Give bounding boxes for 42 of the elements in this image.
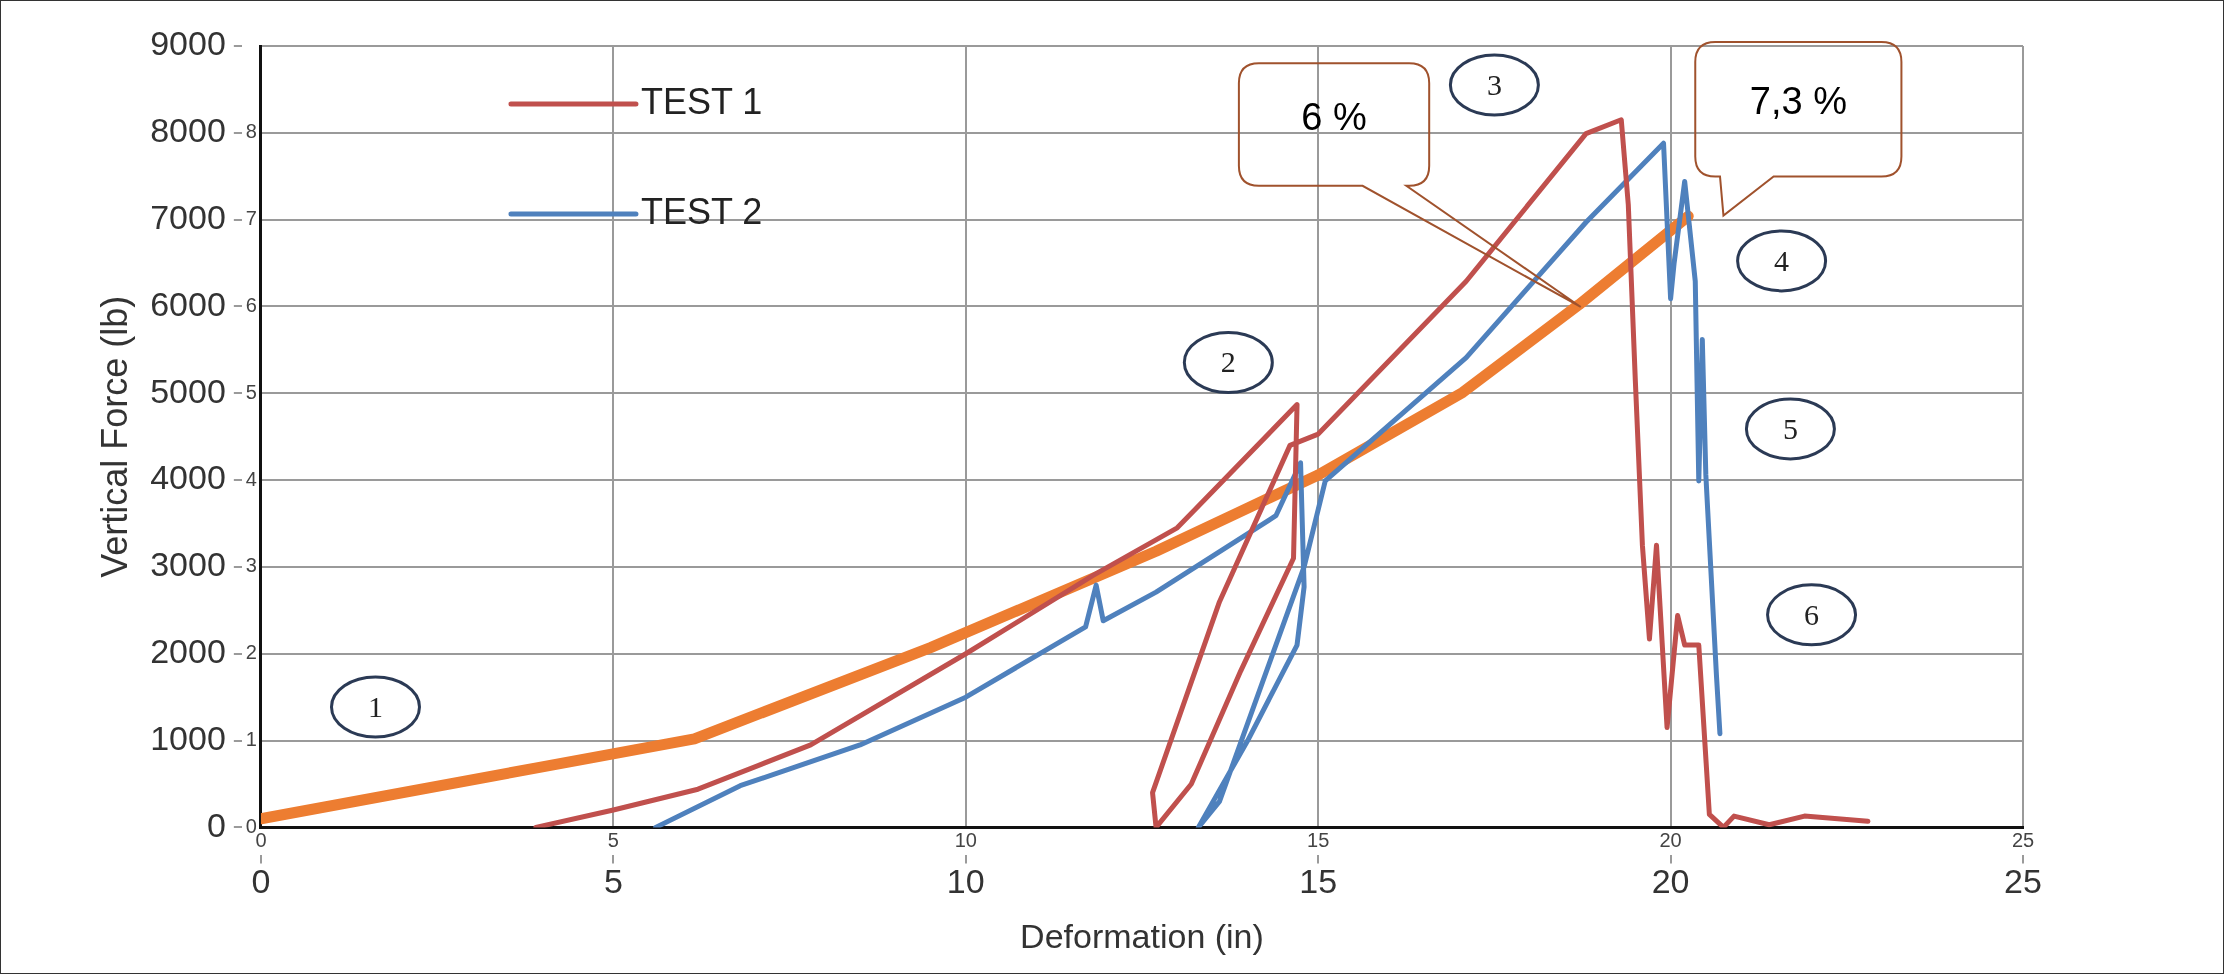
annotation: 7,3 % — [1749, 79, 1847, 123]
x2-tick-label: 0 — [251, 862, 271, 901]
x2-tick-label: 15 — [1299, 862, 1338, 901]
x-axis-title: Deformation (in) — [1020, 916, 1264, 955]
annotation: 4 — [1774, 243, 1790, 277]
annotation: 3 — [1486, 67, 1502, 101]
y2-tick-label: 8 — [245, 120, 257, 143]
y-tick-label: 8000 — [150, 111, 226, 150]
annotation: 6 — [1804, 597, 1820, 631]
x-tick-label: 20 — [1659, 828, 1682, 851]
x-tick-label: 15 — [1307, 828, 1330, 851]
x2-tick-label: 20 — [1651, 862, 1690, 901]
y2-tick-label: 6 — [245, 293, 257, 316]
x-tick-label: 5 — [607, 828, 619, 851]
y2-tick-label: 4 — [245, 467, 257, 490]
y-tick-label: 7000 — [150, 198, 226, 237]
y2-tick-label: 3 — [245, 554, 257, 577]
x-tick-label: 10 — [954, 828, 977, 851]
x2-tick-label: 25 — [2004, 862, 2042, 901]
y2-tick-label: 5 — [245, 380, 257, 403]
y-tick-label: 3000 — [150, 545, 226, 584]
y-axis-title: Vertical Force (lb) — [93, 295, 135, 578]
y-tick-label: 1000 — [150, 718, 226, 757]
x2-tick-label: 10 — [946, 862, 985, 901]
y-tick-label: 9000 — [150, 24, 226, 63]
y2-tick-label: 1 — [245, 728, 257, 751]
annotation: 6 % — [1301, 95, 1367, 139]
y2-tick-label: 7 — [245, 207, 257, 230]
annotation: 2 — [1220, 345, 1236, 379]
y2-tick-label: 0 — [245, 814, 257, 837]
legend-label: TEST 2 — [640, 190, 763, 232]
x-tick-label: 0 — [255, 828, 267, 851]
y-tick-label: 2000 — [150, 632, 226, 671]
legend-label: TEST 1 — [640, 80, 763, 122]
x-tick-label: 25 — [2011, 828, 2035, 851]
y-tick-label: 5000 — [150, 371, 226, 410]
y-tick-label: 4000 — [150, 458, 226, 497]
y2-tick-label: 2 — [245, 641, 257, 664]
x2-tick-label: 5 — [603, 862, 623, 901]
y-tick-label: 6000 — [150, 284, 226, 323]
annotation: 5 — [1782, 411, 1798, 445]
annotation: 1 — [367, 689, 383, 723]
